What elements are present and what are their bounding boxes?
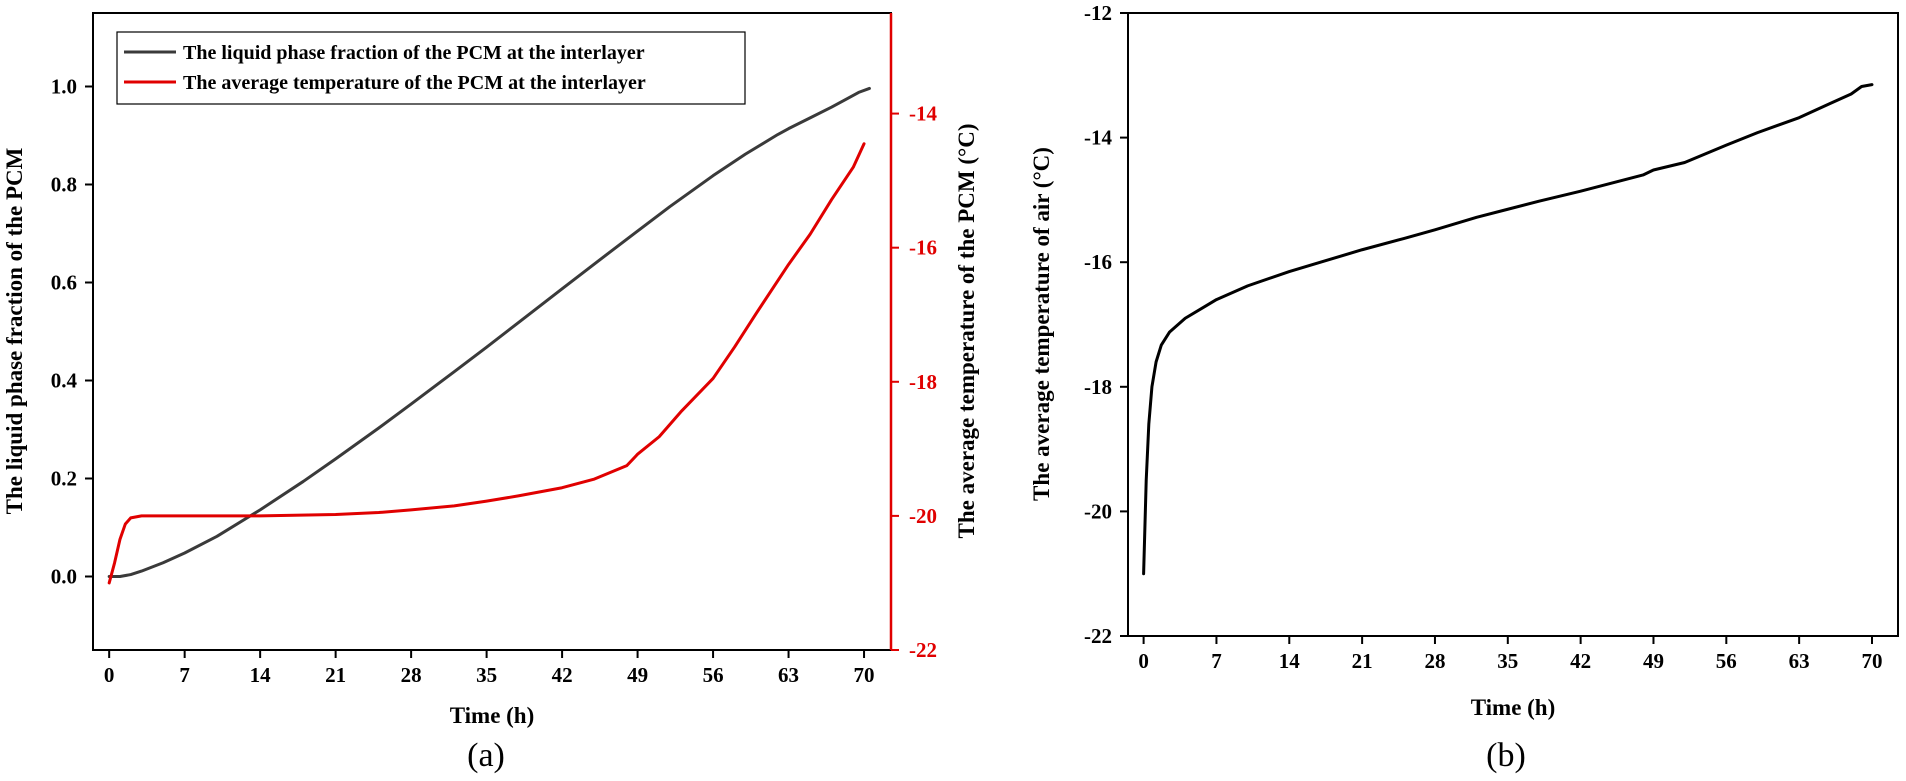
chart-a-legend-label-1: The average temperature of the PCM at th…: [183, 72, 646, 94]
chart-a-y2-axis: -22 -20 -18 -16 -14: [889, 13, 937, 662]
x-tick-label: 0: [1138, 649, 1149, 673]
y2-tick-label: -20: [909, 504, 937, 528]
y-tick-label: 0.6: [51, 271, 77, 295]
x-tick-label: 70: [854, 663, 875, 687]
x-tick-label: 0: [104, 663, 115, 687]
y-tick-label: 0.4: [51, 369, 78, 393]
chart-a-panel-caption: (a): [467, 737, 505, 774]
y2-tick-label: -14: [909, 102, 937, 126]
series-line-0: [107, 86, 871, 578]
y-tick-label: -22: [1084, 624, 1112, 648]
x-tick-label: 56: [703, 663, 724, 687]
x-tick-label: 14: [250, 663, 272, 687]
chart-b-y-axis-title: The average temperature of air (°C): [1029, 147, 1054, 501]
x-tick-label: 35: [1497, 649, 1518, 673]
chart-a-y-axis-title: The liquid phase fraction of the PCM: [2, 147, 27, 514]
chart-b-x-axis: 0 7 14 21 28 35 42 49 56 63 70: [1138, 636, 1882, 673]
y-tick-label: 0.2: [51, 467, 77, 491]
chart-b-series: [1142, 83, 1874, 576]
series-line-1: [107, 142, 866, 585]
y-tick-label: -18: [1084, 375, 1112, 399]
chart-a: 0 7 14 21 28 35 42 49 56 63 70 0.00.20.40.60.81.0 …: [2, 12, 979, 774]
x-tick-label: 42: [1570, 649, 1591, 673]
y2-tick-label: -22: [909, 638, 937, 662]
chart-a-y-axis: 0.0 0.2 0.4 0.6 0.8 1.0: [51, 75, 93, 589]
x-tick-label: 14: [1279, 649, 1301, 673]
chart-a-legend: The liquid phase fraction of the PCM at …: [116, 31, 746, 105]
chart-a-x-axis-title: Time (h): [450, 703, 535, 728]
x-tick-label: 28: [401, 663, 422, 687]
x-tick-label: 42: [552, 663, 573, 687]
chart-b-y-axis: -22 -20 -18 -16 -14 -12: [1084, 1, 1128, 648]
x-tick-label: 63: [778, 663, 799, 687]
y2-tick-label: -18: [909, 370, 937, 394]
y2-tick-label: -16: [909, 236, 937, 260]
y-tick-label: -12: [1084, 1, 1112, 25]
y-tick-label: 1.0: [51, 75, 77, 99]
chart-b-panel-caption: (b): [1486, 737, 1526, 774]
x-tick-label: 21: [1352, 649, 1373, 673]
x-tick-label: 7: [179, 663, 190, 687]
y-tick-label: 0.0: [51, 565, 77, 589]
y-tick-label: -14: [1084, 126, 1112, 150]
chart-a-series: [107, 86, 871, 585]
y-tick-label: -16: [1084, 250, 1112, 274]
chart-b: 0 7 14 21 28 35 42 49 56 63 70 -22-20-18-16-14-12 …: [1029, 1, 1899, 774]
series-line-0: [1142, 83, 1874, 576]
x-tick-label: 35: [476, 663, 497, 687]
chart-a-legend-label-0: The liquid phase fraction of the PCM at …: [183, 42, 645, 64]
chart-b-x-axis-title: Time (h): [1471, 695, 1556, 720]
chart-a-x-axis: 0 7 14 21 28 35 42 49 56 63 70: [104, 650, 875, 687]
chart-b-plot-frame: [1127, 12, 1899, 637]
y-tick-label: 0.8: [51, 173, 77, 197]
x-tick-label: 70: [1861, 649, 1882, 673]
chart-a-plot-frame: [92, 12, 892, 651]
x-tick-label: 56: [1716, 649, 1737, 673]
y-tick-label: -20: [1084, 499, 1112, 523]
chart-a-legend-box: [116, 31, 746, 105]
x-tick-label: 63: [1789, 649, 1810, 673]
x-tick-label: 49: [1643, 649, 1664, 673]
x-tick-label: 49: [627, 663, 648, 687]
x-tick-label: 21: [325, 663, 346, 687]
x-tick-label: 7: [1211, 649, 1222, 673]
chart-a-y2-axis-title: The average temperature of the PCM (°C): [954, 124, 979, 539]
x-tick-label: 28: [1424, 649, 1445, 673]
